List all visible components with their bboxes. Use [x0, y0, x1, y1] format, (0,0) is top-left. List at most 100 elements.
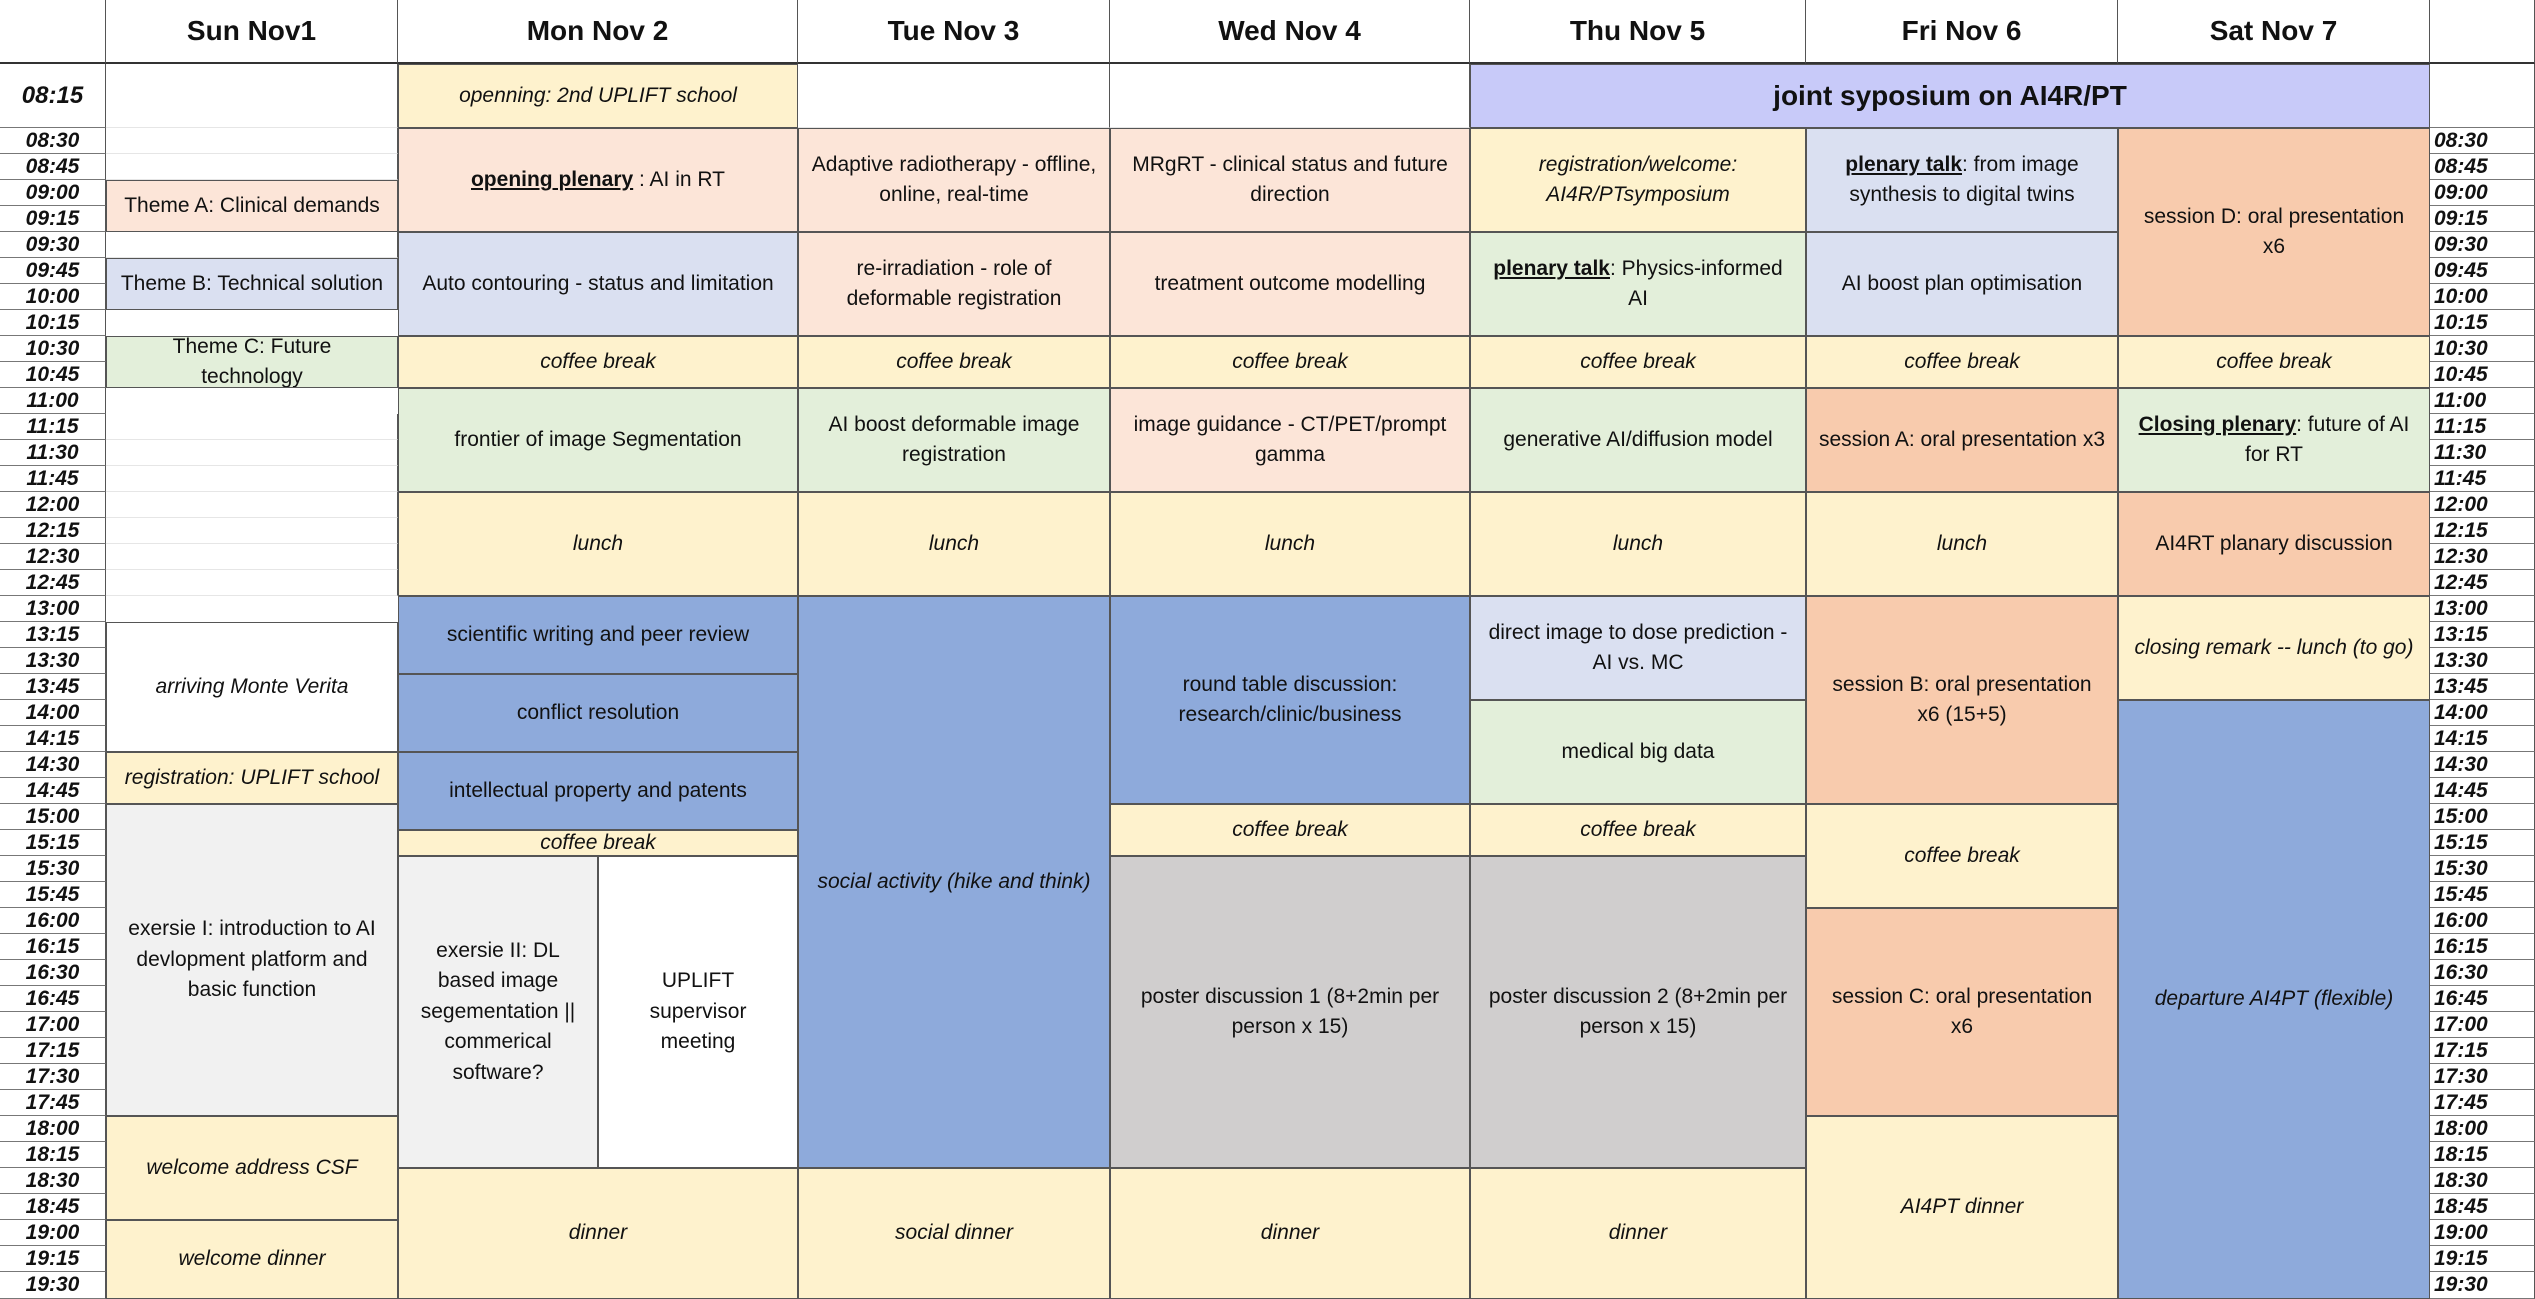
- empty-slot: [1110, 64, 1470, 128]
- session-thu-lunch: lunch: [1470, 492, 1806, 596]
- time-label-left: 10:45: [0, 362, 106, 388]
- time-label-right: 13:15: [2430, 622, 2535, 648]
- empty-slot: [106, 440, 398, 466]
- time-label-right: 10:15: [2430, 310, 2535, 336]
- session-fri-dinner: AI4PT dinner: [1806, 1116, 2118, 1299]
- time-label-right: 17:15: [2430, 1038, 2535, 1064]
- session-wed-lunch: lunch: [1110, 492, 1470, 596]
- time-label-right: 13:30: [2430, 648, 2535, 674]
- session-sun-exersie1: exersie I: introduction to AI devlopment…: [106, 804, 398, 1116]
- time-label-right: 14:30: [2430, 752, 2535, 778]
- session-tue-dinner: social dinner: [798, 1168, 1110, 1299]
- session-sun-welcome-address: welcome address CSF: [106, 1116, 398, 1220]
- plenary-label: plenary talk: [1493, 256, 1610, 280]
- session-thu-dinner: dinner: [1470, 1168, 1806, 1299]
- day-header-fri: Fri Nov 6: [1806, 0, 2118, 64]
- time-label-right: 11:30: [2430, 440, 2535, 466]
- time-label-right: 15:45: [2430, 882, 2535, 908]
- time-label-left: 11:45: [0, 466, 106, 492]
- time-label-right: 18:00: [2430, 1116, 2535, 1142]
- empty-slot: [106, 128, 398, 154]
- time-label-right: 10:00: [2430, 284, 2535, 310]
- time-label-right: 16:15: [2430, 934, 2535, 960]
- legend-theme-c: Theme C: Future technology: [106, 336, 398, 388]
- time-label-left: 09:45: [0, 258, 106, 284]
- session-mon-opening: openning: 2nd UPLIFT school: [398, 64, 798, 128]
- header-corner-right: [2430, 0, 2535, 64]
- plenary-label: opening plenary: [470, 167, 634, 191]
- session-mon-dinner: dinner: [398, 1168, 798, 1299]
- time-label-right: 14:15: [2430, 726, 2535, 752]
- time-label-left: 09:30: [0, 232, 106, 258]
- time-label-right: 14:45: [2430, 778, 2535, 804]
- session-fri-coffee-1: coffee break: [1806, 336, 2118, 388]
- session-fri-session-a: session A: oral presentation x3: [1806, 388, 2118, 492]
- time-label-left: 18:30: [0, 1168, 106, 1194]
- time-label-left: 15:45: [0, 882, 106, 908]
- empty-slot: [106, 466, 398, 492]
- time-label-right: 19:30: [2430, 1272, 2535, 1299]
- time-label-left: 11:15: [0, 414, 106, 440]
- session-sat-departure: departure AI4PT (flexible): [2118, 700, 2430, 1299]
- session-wed-poster: poster discussion 1 (8+2min per person x…: [1110, 856, 1470, 1168]
- time-label-right: [2430, 64, 2535, 128]
- time-label-right: 15:30: [2430, 856, 2535, 882]
- time-label-left: 09:00: [0, 180, 106, 206]
- time-label-left: 15:30: [0, 856, 106, 882]
- empty-slot: [106, 492, 398, 518]
- session-sat-coffee: coffee break: [2118, 336, 2430, 388]
- time-label-left: 17:45: [0, 1090, 106, 1116]
- time-label-left: 14:30: [0, 752, 106, 778]
- time-label-left: 19:00: [0, 1220, 106, 1246]
- time-label-left: 12:00: [0, 492, 106, 518]
- time-label-left: 10:00: [0, 284, 106, 310]
- plenary-topic: : Physics-informed AI: [1610, 256, 1783, 310]
- session-tue-adaptive: Adaptive radiotherapy - offline, online,…: [798, 128, 1110, 232]
- session-fri-coffee-2: coffee break: [1806, 804, 2118, 908]
- empty-slot: [106, 64, 398, 128]
- time-label-left: 11:30: [0, 440, 106, 466]
- session-fri-plenary: plenary talk: from image synthesis to di…: [1806, 128, 2118, 232]
- empty-slot: [106, 518, 398, 544]
- session-fri-session-b: session B: oral presentation x6 (15+5): [1806, 596, 2118, 804]
- time-label-right: 10:45: [2430, 362, 2535, 388]
- time-label-left: 13:45: [0, 674, 106, 700]
- time-label-left: 13:30: [0, 648, 106, 674]
- session-thu-poster: poster discussion 2 (8+2min per person x…: [1470, 856, 1806, 1168]
- session-thu-regwelcome: registration/welcome: AI4R/PTsymposium: [1470, 128, 1806, 232]
- time-label-left: 19:15: [0, 1246, 106, 1272]
- legend-theme-b: Theme B: Technical solution: [106, 258, 398, 310]
- time-label-left: 16:00: [0, 908, 106, 934]
- time-label-left: 13:15: [0, 622, 106, 648]
- session-sun-arriving: arriving Monte Verita: [106, 622, 398, 752]
- time-label-right: 13:45: [2430, 674, 2535, 700]
- session-sat-closing-plenary: Closing plenary: future of AI for RT: [2118, 388, 2430, 492]
- session-sun-registration: registration: UPLIFT school: [106, 752, 398, 804]
- time-label-right: 13:00: [2430, 596, 2535, 622]
- plenary-label: plenary talk: [1845, 152, 1963, 176]
- session-mon-plenary: opening plenary : AI in RT: [398, 128, 798, 232]
- time-label-left: 17:00: [0, 1012, 106, 1038]
- time-label-right: 09:15: [2430, 206, 2535, 232]
- empty-slot: [106, 570, 398, 596]
- time-label-left: 10:15: [0, 310, 106, 336]
- session-wed-mrgrt: MRgRT - clinical status and future direc…: [1110, 128, 1470, 232]
- time-label-right: 09:30: [2430, 232, 2535, 258]
- time-label-left: 16:45: [0, 986, 106, 1012]
- time-label-right: 12:30: [2430, 544, 2535, 570]
- session-thu-coffee-2: coffee break: [1470, 804, 1806, 856]
- session-sat-discussion: AI4RT planary discussion: [2118, 492, 2430, 596]
- time-label-left: 13:00: [0, 596, 106, 622]
- time-label-right: 15:00: [2430, 804, 2535, 830]
- session-thu-coffee-1: coffee break: [1470, 336, 1806, 388]
- session-sat-session-d: session D: oral presentation x6: [2118, 128, 2430, 336]
- time-label-left: 17:15: [0, 1038, 106, 1064]
- session-tue-coffee: coffee break: [798, 336, 1110, 388]
- time-label-left: 19:30: [0, 1272, 106, 1299]
- session-tue-reirradiation: re-irradiation - role of deformable regi…: [798, 232, 1110, 336]
- session-mon-segmentation: frontier of image Segmentation: [398, 388, 798, 492]
- day-header-tue: Tue Nov 3: [798, 0, 1110, 64]
- time-label-right: 09:45: [2430, 258, 2535, 284]
- day-header-thu: Thu Nov 5: [1470, 0, 1806, 64]
- time-label-right: 15:15: [2430, 830, 2535, 856]
